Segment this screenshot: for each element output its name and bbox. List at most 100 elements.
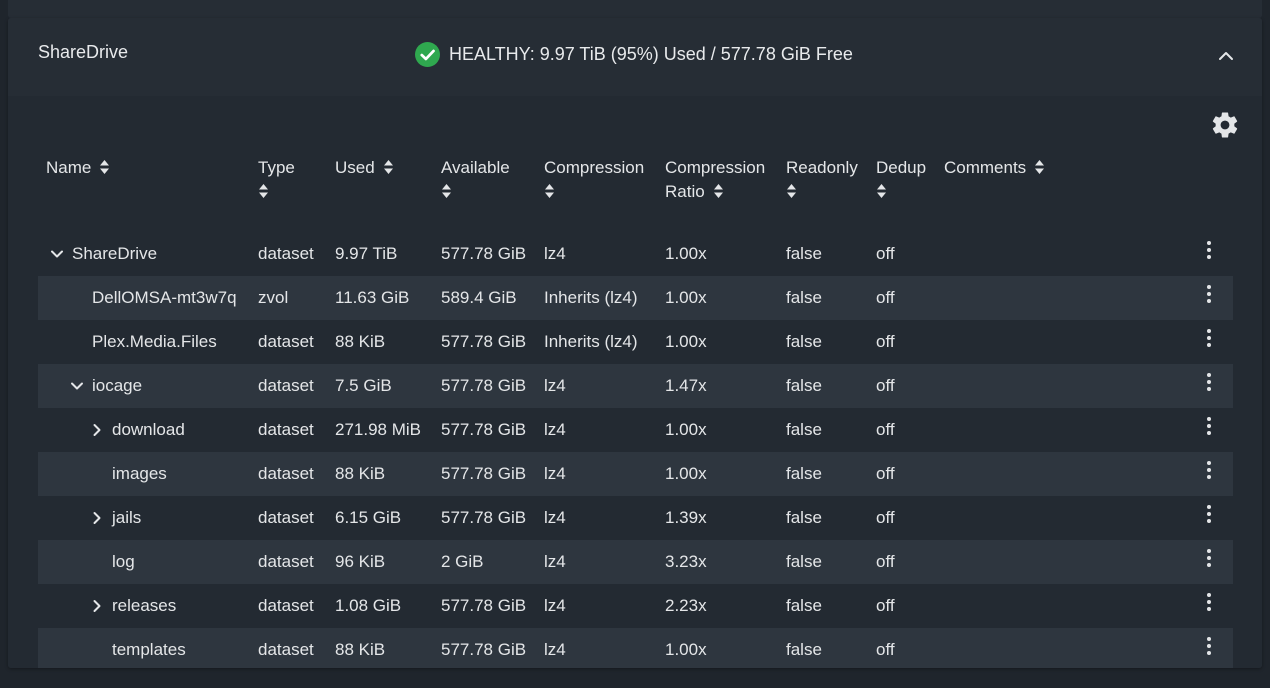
cell-compression-ratio: 1.00x [665, 464, 707, 483]
cell-available: 2 GiB [441, 552, 484, 571]
pool-panel: ShareDrive HEALTHY: 9.97 TiB (95%) Used … [8, 18, 1262, 668]
cell-used: 96 KiB [335, 552, 386, 571]
table-row[interactable]: Plex.Media.Files dataset 88 KiB 577.78 GiB I… [38, 320, 1233, 364]
cell-compression-ratio: 1.00x [665, 332, 707, 351]
cell-name: ShareDrive [50, 243, 157, 265]
kebab-dot [1207, 461, 1211, 465]
table-row[interactable]: ShareDrive dataset 9.97 TiB 577.78 GiB lz4 1.… [38, 232, 1233, 276]
more-vertical-icon[interactable] [1198, 238, 1220, 264]
more-vertical-icon[interactable] [1198, 502, 1220, 528]
chevron-down-icon[interactable] [70, 379, 84, 393]
table-row[interactable]: images dataset 88 KiB 577.78 GiB lz4 1.00x fal… [38, 452, 1233, 496]
cell-name: DellOMSA-mt3w7q [92, 287, 237, 309]
kebab-dot [1207, 336, 1211, 340]
cell-dedup: off [876, 288, 895, 307]
column-header-dedup[interactable]: Dedup [876, 156, 926, 204]
column-header-compression-ratio[interactable]: Compression Ratio [665, 158, 766, 201]
table-row[interactable]: download dataset 271.98 MiB 577.78 GiB lz4 1.… [38, 408, 1233, 452]
cell-type: dataset [258, 552, 314, 571]
pool-status: HEALTHY: 9.97 TiB (95%) Used / 577.78 Gi… [415, 40, 853, 68]
chevron-down-icon[interactable] [50, 247, 64, 261]
kebab-dot [1207, 248, 1211, 252]
kebab-dot [1207, 563, 1211, 567]
sort-icon[interactable] [786, 183, 797, 199]
table-row[interactable]: jails dataset 6.15 GiB 577.78 GiB lz4 1.39x fa… [38, 496, 1233, 540]
cell-compression: lz4 [544, 552, 566, 571]
sort-icon[interactable] [441, 183, 452, 199]
kebab-dot [1207, 505, 1211, 509]
more-vertical-icon[interactable] [1198, 458, 1220, 484]
cell-compression-ratio: 3.23x [665, 552, 707, 571]
cell-compression: Inherits (lz4) [544, 332, 638, 351]
kebab-dot [1207, 241, 1211, 245]
chevron-right-icon[interactable] [90, 599, 104, 613]
cell-available: 577.78 GiB [441, 640, 527, 659]
table-row[interactable]: log dataset 96 KiB 2 GiB lz4 3.23x false off [38, 540, 1233, 584]
cell-used: 88 KiB [335, 640, 386, 659]
cell-name: iocage [70, 375, 142, 397]
table-row[interactable]: templates dataset 88 KiB 577.78 GiB lz4 1.00x… [38, 628, 1233, 668]
chevron-right-icon[interactable] [90, 423, 104, 437]
more-vertical-icon[interactable] [1198, 546, 1220, 572]
column-header-available[interactable]: Available [441, 156, 510, 204]
more-vertical-icon[interactable] [1198, 634, 1220, 660]
cell-compression-ratio: 1.00x [665, 640, 707, 659]
cell-readonly: false [786, 464, 822, 483]
cell-type: dataset [258, 508, 314, 527]
column-header-readonly[interactable]: Readonly [786, 156, 858, 204]
kebab-dot [1207, 380, 1211, 384]
more-vertical-icon[interactable] [1198, 282, 1220, 308]
column-header-compression[interactable]: Compression [544, 156, 644, 204]
kebab-dot [1207, 299, 1211, 303]
more-vertical-icon[interactable] [1198, 326, 1220, 352]
cell-used: 7.5 GiB [335, 376, 392, 395]
more-vertical-icon[interactable] [1198, 370, 1220, 396]
cell-readonly: false [786, 244, 822, 263]
pool-panel-header[interactable]: ShareDrive HEALTHY: 9.97 TiB (95%) Used … [8, 18, 1262, 96]
cell-type: dataset [258, 596, 314, 615]
kebab-dot [1207, 285, 1211, 289]
cell-dedup: off [876, 464, 895, 483]
cell-available: 577.78 GiB [441, 464, 527, 483]
chevron-right-icon[interactable] [90, 511, 104, 525]
cell-dedup: off [876, 376, 895, 395]
sort-icon[interactable] [1034, 159, 1045, 175]
kebab-dot [1207, 556, 1211, 560]
cell-name: download [90, 419, 185, 441]
sort-icon[interactable] [544, 183, 555, 199]
sort-icon[interactable] [876, 183, 887, 199]
table-row[interactable]: releases dataset 1.08 GiB 577.78 GiB lz4 2.23… [38, 584, 1233, 628]
cell-readonly: false [786, 508, 822, 527]
more-vertical-icon[interactable] [1198, 414, 1220, 440]
cell-available: 577.78 GiB [441, 376, 527, 395]
cell-dedup: off [876, 552, 895, 571]
gear-icon[interactable] [1210, 110, 1240, 140]
kebab-dot [1207, 637, 1211, 641]
table-row[interactable]: iocage dataset 7.5 GiB 577.78 GiB lz4 1.47x fa… [38, 364, 1233, 408]
chevron-up-icon[interactable] [1214, 44, 1238, 68]
sort-icon[interactable] [258, 183, 269, 199]
dataset-name: Plex.Media.Files [92, 332, 217, 351]
cell-compression: lz4 [544, 376, 566, 395]
cell-used: 88 KiB [335, 464, 386, 483]
column-header-used[interactable]: Used [335, 156, 394, 180]
cell-compression: lz4 [544, 420, 566, 439]
sort-icon[interactable] [99, 159, 110, 175]
kebab-dot [1207, 644, 1211, 648]
column-header-type[interactable]: Type [258, 156, 295, 204]
cell-name: images [112, 463, 167, 485]
cell-compression-ratio: 1.00x [665, 244, 707, 263]
column-header-name[interactable]: Name [46, 156, 110, 180]
cell-compression-ratio: 1.47x [665, 376, 707, 395]
sort-icon[interactable] [383, 159, 394, 175]
column-header-comments[interactable]: Comments [944, 156, 1045, 180]
dataset-name: jails [112, 508, 142, 527]
sort-icon[interactable] [713, 183, 724, 199]
cell-available: 577.78 GiB [441, 596, 527, 615]
dataset-name: iocage [92, 376, 143, 395]
table-row[interactable]: DellOMSA-mt3w7q zvol 11.63 GiB 589.4 GiB Inh… [38, 276, 1233, 320]
cell-compression-ratio: 2.23x [665, 596, 707, 615]
more-vertical-icon[interactable] [1198, 590, 1220, 616]
cell-available: 589.4 GiB [441, 288, 517, 307]
cell-compression-ratio: 1.00x [665, 288, 707, 307]
